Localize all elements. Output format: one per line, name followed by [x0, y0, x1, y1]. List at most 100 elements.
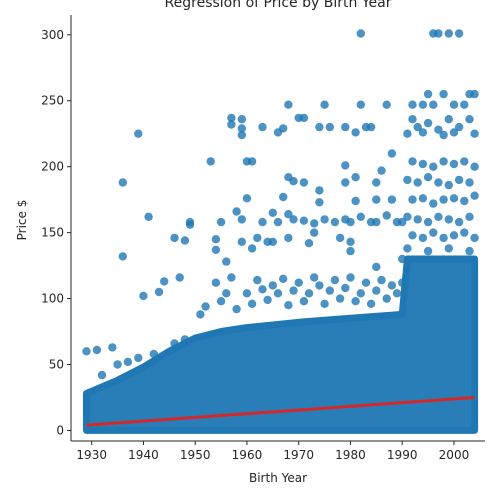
data-point	[418, 100, 428, 109]
data-point	[294, 278, 303, 287]
y-axis: 0 50 100 150 200 250 300	[41, 15, 72, 441]
data-point	[372, 217, 381, 227]
data-point	[382, 294, 391, 303]
data-point	[247, 244, 257, 253]
data-point	[454, 122, 464, 132]
y-tick-label: 250	[41, 94, 64, 108]
data-point	[227, 273, 236, 282]
data-point	[454, 217, 464, 227]
data-point	[465, 212, 474, 221]
data-point	[408, 195, 417, 204]
data-point	[418, 194, 428, 203]
data-point	[444, 180, 453, 190]
data-point	[470, 162, 479, 171]
data-point	[444, 29, 453, 38]
data-point	[216, 217, 226, 227]
data-point	[351, 196, 360, 206]
data-point	[434, 29, 443, 38]
data-point	[258, 122, 267, 132]
data-point	[222, 257, 231, 266]
x-tick-label: 1970	[283, 448, 314, 462]
data-point	[253, 233, 262, 243]
data-point	[372, 286, 381, 295]
data-point	[444, 244, 453, 253]
data-point	[439, 233, 448, 243]
data-point	[315, 281, 324, 290]
data-point	[413, 178, 422, 187]
data-point	[387, 149, 397, 158]
data-point	[222, 289, 231, 298]
data-point	[372, 178, 381, 187]
data-point	[325, 286, 334, 295]
data-point	[454, 175, 464, 185]
data-point	[211, 245, 221, 254]
data-point	[356, 212, 365, 221]
data-point	[118, 252, 128, 261]
data-point	[175, 273, 184, 282]
data-point	[341, 178, 350, 187]
data-point	[170, 233, 179, 243]
data-point	[227, 113, 236, 123]
data-point	[149, 349, 158, 359]
data-point	[439, 130, 448, 140]
data-point	[372, 195, 381, 204]
data-point	[247, 299, 257, 308]
data-point	[423, 217, 433, 227]
data-point	[144, 212, 153, 221]
data-point	[351, 297, 360, 306]
y-tick-label: 300	[41, 28, 64, 42]
data-point	[403, 129, 412, 138]
data-point	[310, 219, 319, 228]
data-point	[413, 215, 422, 224]
data-point	[320, 100, 329, 109]
data-point	[108, 343, 117, 352]
data-point	[211, 235, 221, 244]
data-point	[403, 175, 412, 185]
data-point	[268, 237, 277, 246]
data-point	[154, 287, 164, 297]
data-point	[351, 128, 360, 137]
data-point	[429, 100, 438, 109]
data-point	[247, 157, 257, 166]
data-point	[299, 216, 309, 225]
data-point	[304, 239, 314, 248]
data-point	[237, 124, 246, 133]
data-point	[139, 291, 148, 301]
data-point	[82, 347, 91, 356]
data-point	[315, 186, 324, 195]
data-point	[330, 275, 340, 285]
data-point	[258, 217, 267, 227]
data-point	[460, 228, 469, 237]
data-point	[470, 191, 479, 200]
data-point	[372, 262, 381, 272]
data-point	[460, 100, 469, 109]
data-point	[361, 278, 371, 287]
regression-line	[86, 395, 475, 427]
data-point	[242, 194, 252, 203]
data-point	[351, 173, 360, 182]
data-point	[403, 244, 412, 253]
data-point	[123, 357, 133, 367]
dense-point-cloud	[83, 255, 479, 434]
x-tick-label: 1940	[128, 448, 159, 462]
x-tick-label: 1990	[387, 448, 418, 462]
data-point	[449, 159, 459, 169]
data-point	[92, 345, 102, 355]
data-point	[460, 196, 469, 206]
data-point	[284, 210, 293, 219]
data-point	[237, 237, 246, 246]
x-tick-label: 1950	[180, 448, 211, 462]
data-point	[377, 275, 386, 285]
data-point	[330, 217, 340, 227]
data-point	[180, 335, 190, 344]
data-point	[366, 299, 376, 308]
x-axis: 1930 1940 1950 1960 1970 1980 1990 2000	[71, 440, 485, 462]
data-point	[356, 100, 365, 109]
data-point	[335, 233, 345, 243]
data-point	[211, 278, 221, 287]
data-point	[237, 215, 246, 224]
x-tick-label: 2000	[439, 448, 470, 462]
x-tick-label: 1930	[76, 448, 107, 462]
data-point	[335, 294, 345, 303]
data-point	[398, 278, 407, 287]
